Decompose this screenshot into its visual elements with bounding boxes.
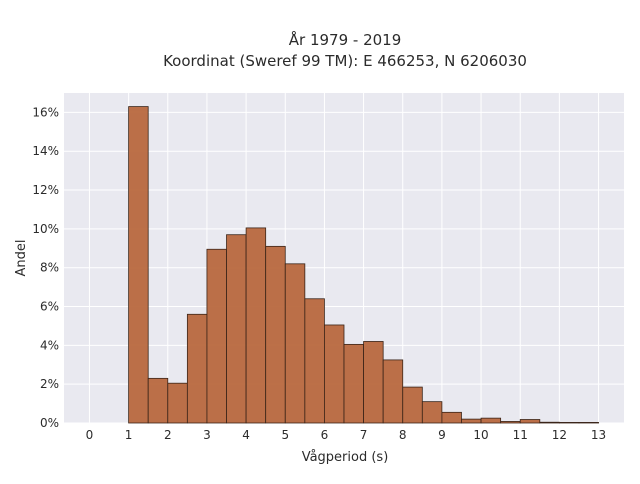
histogram-bar xyxy=(441,411,462,424)
x-tick-label: 5 xyxy=(281,428,289,442)
y-tick-label: 6% xyxy=(40,300,59,314)
x-axis-label: Vågperiod (s) xyxy=(302,450,389,465)
x-tick-label: 3 xyxy=(203,428,211,442)
histogram-bar xyxy=(500,421,521,424)
y-tick-label: 8% xyxy=(40,261,59,275)
y-tick-label: 12% xyxy=(32,183,59,197)
y-tick-label: 4% xyxy=(40,338,59,352)
x-tick-label: 2 xyxy=(164,428,172,442)
x-tick-label: 13 xyxy=(591,428,606,442)
x-axis-ticks: 0 1 2 3 4 5 6 7 8 9 10 11 12 13 xyxy=(86,428,607,442)
x-tick-label: 8 xyxy=(399,428,407,442)
y-tick-label: 0% xyxy=(40,416,59,430)
y-axis-ticks: 0% 2% 4% 6% 8% 10% 12% 14% 16% xyxy=(32,105,59,430)
histogram-bar xyxy=(284,263,306,424)
histogram-bar xyxy=(382,359,404,424)
histogram-bar xyxy=(343,343,364,424)
histogram-bar xyxy=(539,421,560,424)
histogram-bar xyxy=(206,248,227,424)
y-tick-label: 14% xyxy=(32,144,59,158)
x-tick-label: 7 xyxy=(360,428,368,442)
histogram-bar xyxy=(324,324,345,424)
histogram-bar xyxy=(147,377,169,424)
histogram-bar xyxy=(245,227,267,424)
histogram-bar xyxy=(167,382,188,424)
chart-title-line-2: Koordinat (Sweref 99 TM): E 466253, N 62… xyxy=(163,52,527,70)
histogram-bar xyxy=(480,417,502,424)
x-tick-label: 1 xyxy=(125,428,133,442)
histogram-bar xyxy=(226,234,247,424)
histogram-bar xyxy=(421,401,443,424)
histogram-bar xyxy=(519,419,541,424)
y-tick-label: 2% xyxy=(40,377,59,391)
x-tick-label: 0 xyxy=(86,428,94,442)
bars xyxy=(128,106,599,424)
histogram-bar xyxy=(461,418,482,424)
histogram-bar xyxy=(558,422,580,424)
y-tick-label: 16% xyxy=(32,105,59,119)
histogram-bar xyxy=(402,386,423,424)
x-tick-label: 12 xyxy=(552,428,567,442)
x-tick-label: 4 xyxy=(242,428,250,442)
histogram-bar xyxy=(363,341,384,424)
histogram-bar xyxy=(304,298,325,424)
x-tick-label: 9 xyxy=(438,428,446,442)
x-tick-label: 6 xyxy=(321,428,329,442)
histogram-bar xyxy=(578,422,599,424)
x-tick-label: 10 xyxy=(473,428,488,442)
histogram-bar xyxy=(265,245,286,424)
y-axis-label: Andel xyxy=(14,240,29,277)
chart-title-line-1: År 1979 - 2019 xyxy=(289,30,402,49)
y-tick-label: 10% xyxy=(32,222,59,236)
x-tick-label: 11 xyxy=(513,428,528,442)
histogram-bar xyxy=(128,106,149,424)
histogram-bar xyxy=(186,313,208,424)
